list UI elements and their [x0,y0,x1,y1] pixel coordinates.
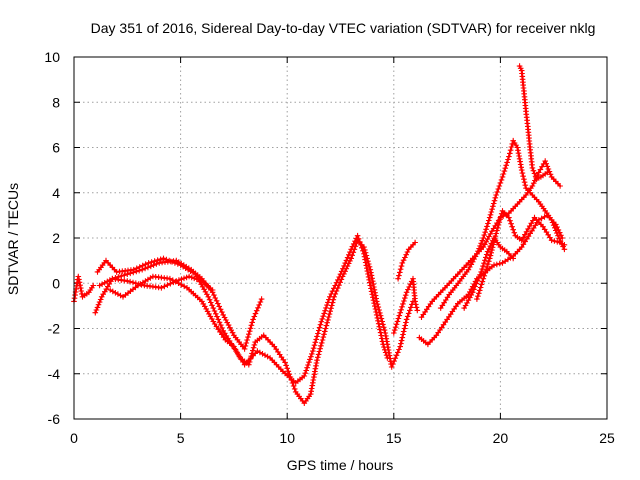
series-arc-6 [395,239,418,282]
x-axis-label: GPS time / hours [287,457,394,473]
series-arc-13 [516,63,551,182]
plus-markers [418,158,563,320]
series-arc-11 [461,235,516,311]
series-arc-12 [474,208,568,302]
y-tick-label: -6 [48,411,61,427]
y-tick-label: 6 [52,140,60,156]
series-arc-4 [107,237,416,406]
x-tick-label: 0 [70,430,78,446]
y-tick-label: 2 [52,230,60,246]
series-arc-9 [418,158,563,320]
plus-markers [94,232,391,386]
plus-markers [395,239,418,282]
plus-markers [96,273,216,293]
y-tick-label: 10 [44,49,60,65]
x-tick-label: 15 [386,430,402,446]
series-arc-5 [96,273,216,293]
plus-markers [71,273,96,305]
series-trace [420,159,562,319]
plus-markers [437,137,568,311]
chart-title: Day 351 of 2016, Sidereal Day-to-day VTE… [91,20,596,36]
x-tick-label: 10 [279,430,295,446]
y-tick-label: 4 [52,185,60,201]
x-tick-label: 20 [493,430,509,446]
tick-labels: 0 5 10 15 20 25 -6 -4 -2 0 2 4 6 8 10 [44,49,615,446]
x-tick-label: 5 [177,430,185,446]
y-tick-label: 0 [52,275,60,291]
plot-frame [73,56,608,420]
series-arc-3 [94,232,391,386]
series-arc-7 [391,275,421,336]
y-axis-label: SDTVAR / TECUs [5,183,21,295]
y-tick-label: -2 [48,321,61,337]
plus-markers [474,208,568,302]
data-series [71,63,568,406]
series-arc-1 [71,273,96,305]
x-tick-label: 25 [599,430,615,446]
series-trace [396,241,417,280]
plus-markers [461,235,516,311]
y-tick-label: 8 [52,94,60,110]
plus-markers [516,63,551,182]
series-arc-10 [437,137,568,311]
plus-markers [391,275,421,336]
y-tick-label: -4 [48,366,61,382]
